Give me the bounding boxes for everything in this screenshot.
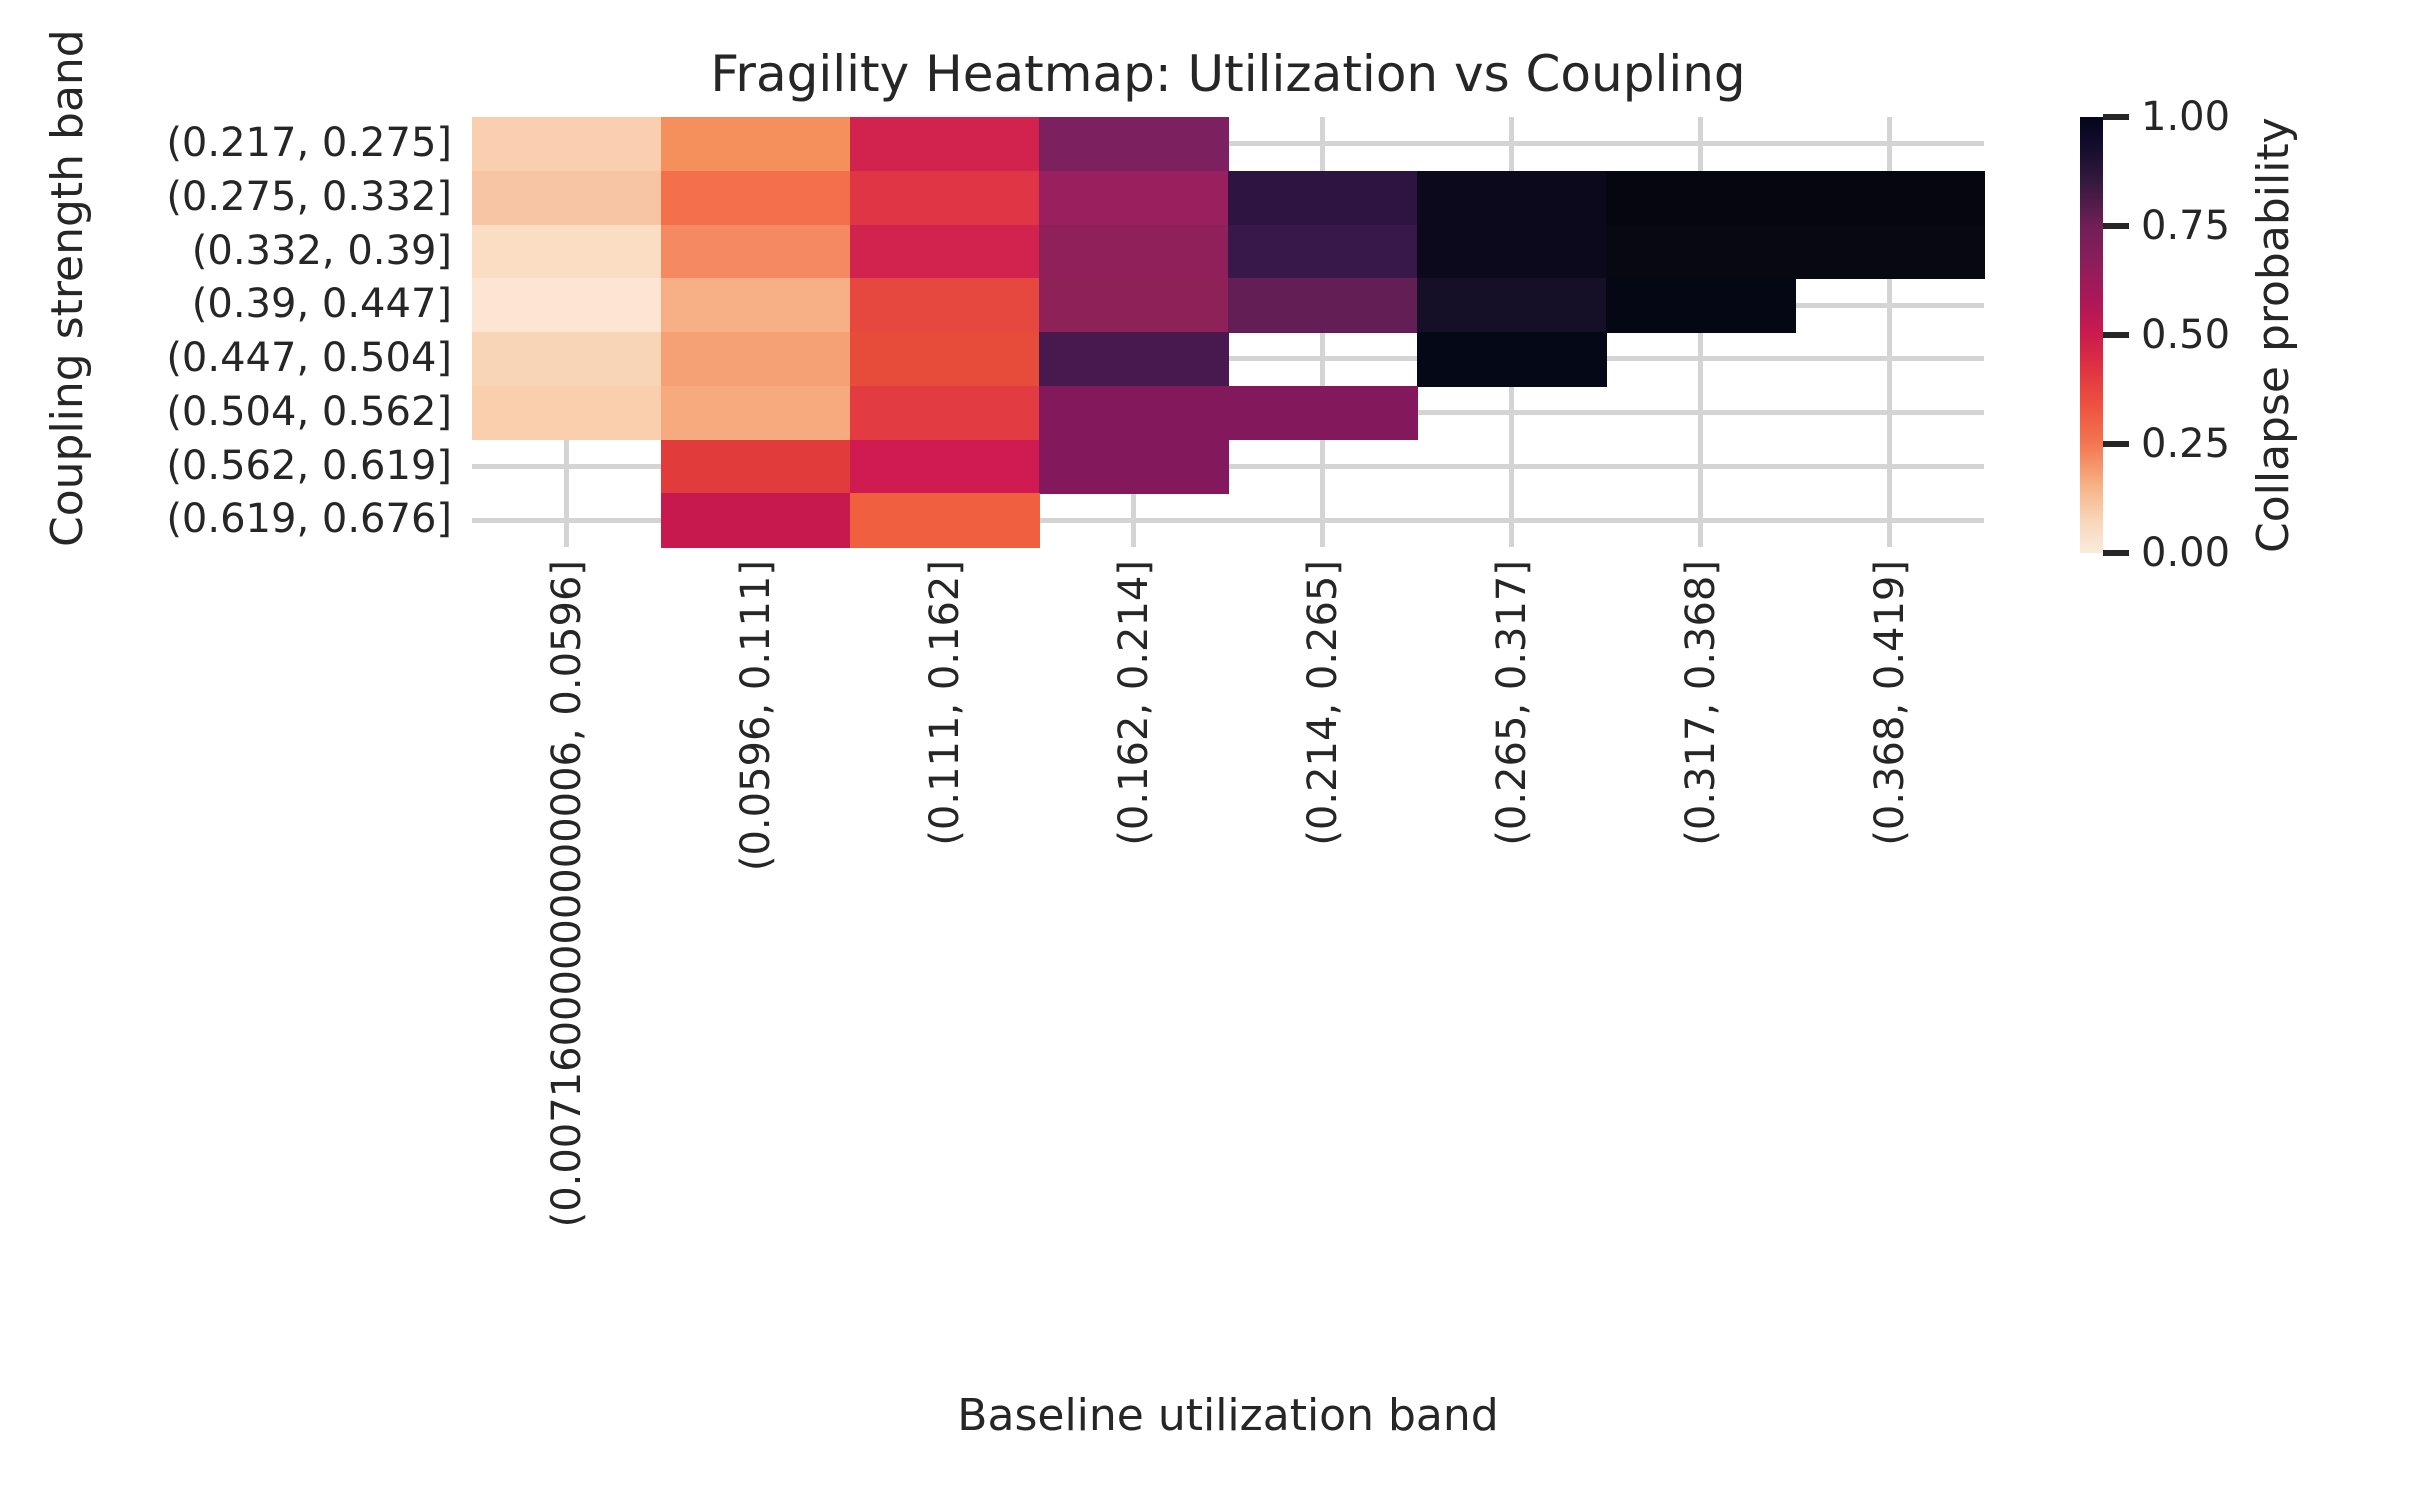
heatmap-cell	[850, 170, 1040, 226]
heatmap-cell	[850, 117, 1040, 172]
colorbar-tick	[2103, 332, 2129, 338]
x-tick-label: (0.368, 0.419]	[1866, 560, 1913, 846]
heatmap-cell	[472, 117, 662, 172]
colorbar-tick	[2103, 223, 2129, 229]
heatmap-cell	[1039, 117, 1229, 172]
heatmap-cell	[1039, 170, 1229, 226]
colorbar-tick-label: 0.00	[2141, 530, 2231, 576]
heatmap-cell	[1417, 224, 1607, 280]
heatmap-cell	[1039, 224, 1229, 280]
heatmap-cell	[850, 493, 1040, 548]
y-tick-label: (0.332, 0.39]	[191, 227, 452, 274]
y-tick-label: (0.562, 0.619]	[166, 442, 452, 489]
heatmap-cell	[1228, 385, 1418, 441]
y-tick-label: (0.217, 0.275]	[166, 120, 452, 166]
heatmap-cell	[472, 224, 662, 280]
heatmap-cell	[850, 224, 1040, 280]
colorbar-tick-label: 0.25	[2141, 421, 2231, 467]
heatmap-cell	[661, 332, 851, 387]
heatmap-cell	[1039, 332, 1229, 387]
heatmap-cell	[850, 332, 1040, 387]
heatmap-cell	[1606, 278, 1796, 333]
heatmap-cell	[1039, 439, 1229, 495]
heatmap-cell	[661, 278, 851, 333]
x-tick-label: (0.214, 0.265]	[1299, 560, 1346, 846]
heatmap-cell	[850, 278, 1040, 333]
heatmap-cell	[850, 385, 1040, 441]
heatmap-cell	[1228, 170, 1418, 226]
colorbar-tick	[2103, 550, 2129, 556]
colorbar-tick-label: 1.00	[2141, 94, 2231, 140]
y-tick-label: (0.504, 0.562]	[166, 388, 452, 435]
heatmap-cell	[1606, 170, 1796, 226]
heatmap-cell	[661, 117, 851, 172]
heatmap-cell	[850, 439, 1040, 495]
y-tick-label: (0.619, 0.676]	[166, 496, 452, 543]
heatmap-cell	[1228, 224, 1418, 280]
x-tick-label: (0.317, 0.368]	[1677, 560, 1724, 846]
heatmap-cell	[1417, 278, 1607, 333]
heatmap-axes	[472, 117, 1985, 548]
x-tick-label: (0.162, 0.214]	[1110, 560, 1157, 846]
y-tick-label: (0.39, 0.447]	[191, 281, 452, 328]
x-tick-label: (0.111, 0.162]	[921, 560, 968, 846]
x-tick-label: (0.00716000000000006, 0.0596]	[543, 560, 590, 1228]
heatmap-cell	[472, 278, 662, 333]
heatmap-cell	[1417, 332, 1607, 387]
gridline	[1887, 117, 1892, 547]
heatmap-cell	[472, 170, 662, 226]
heatmap-cell	[1606, 224, 1796, 280]
colorbar	[2080, 117, 2103, 553]
y-tick-labels: (0.217, 0.275] (0.275, 0.332] (0.332, 0.39…	[0, 117, 452, 547]
heatmap-cell	[472, 332, 662, 387]
colorbar-tick-label: 0.50	[2141, 312, 2231, 358]
gridline	[472, 517, 1984, 523]
heatmap-cell	[661, 385, 851, 441]
heatmap-cell	[1795, 170, 1985, 226]
heatmap-cell	[661, 439, 851, 495]
heatmap-cell	[661, 224, 851, 280]
heatmap-cell	[472, 385, 662, 441]
heatmap-cell	[1795, 224, 1985, 280]
heatmap-cell	[661, 170, 851, 226]
x-axis-label: Baseline utilization band	[957, 1390, 1499, 1441]
colorbar-tick	[2103, 114, 2129, 120]
heatmap-cell	[1228, 278, 1418, 333]
heatmap-cell	[1039, 385, 1229, 441]
heatmap-cell	[1039, 278, 1229, 333]
chart-title: Fragility Heatmap: Utilization vs Coupli…	[710, 45, 1746, 103]
x-tick-label: (0.0596, 0.111]	[732, 560, 779, 872]
y-tick-label: (0.275, 0.332]	[166, 173, 452, 220]
heatmap-cell	[1417, 170, 1607, 226]
x-tick-label: (0.265, 0.317]	[1488, 560, 1535, 846]
colorbar-tick-label: 0.75	[2141, 203, 2231, 249]
y-tick-label: (0.447, 0.504]	[166, 335, 452, 381]
colorbar-label: Collapse probability	[2248, 117, 2299, 553]
colorbar-tick	[2103, 441, 2129, 447]
heatmap-cell	[661, 493, 851, 548]
